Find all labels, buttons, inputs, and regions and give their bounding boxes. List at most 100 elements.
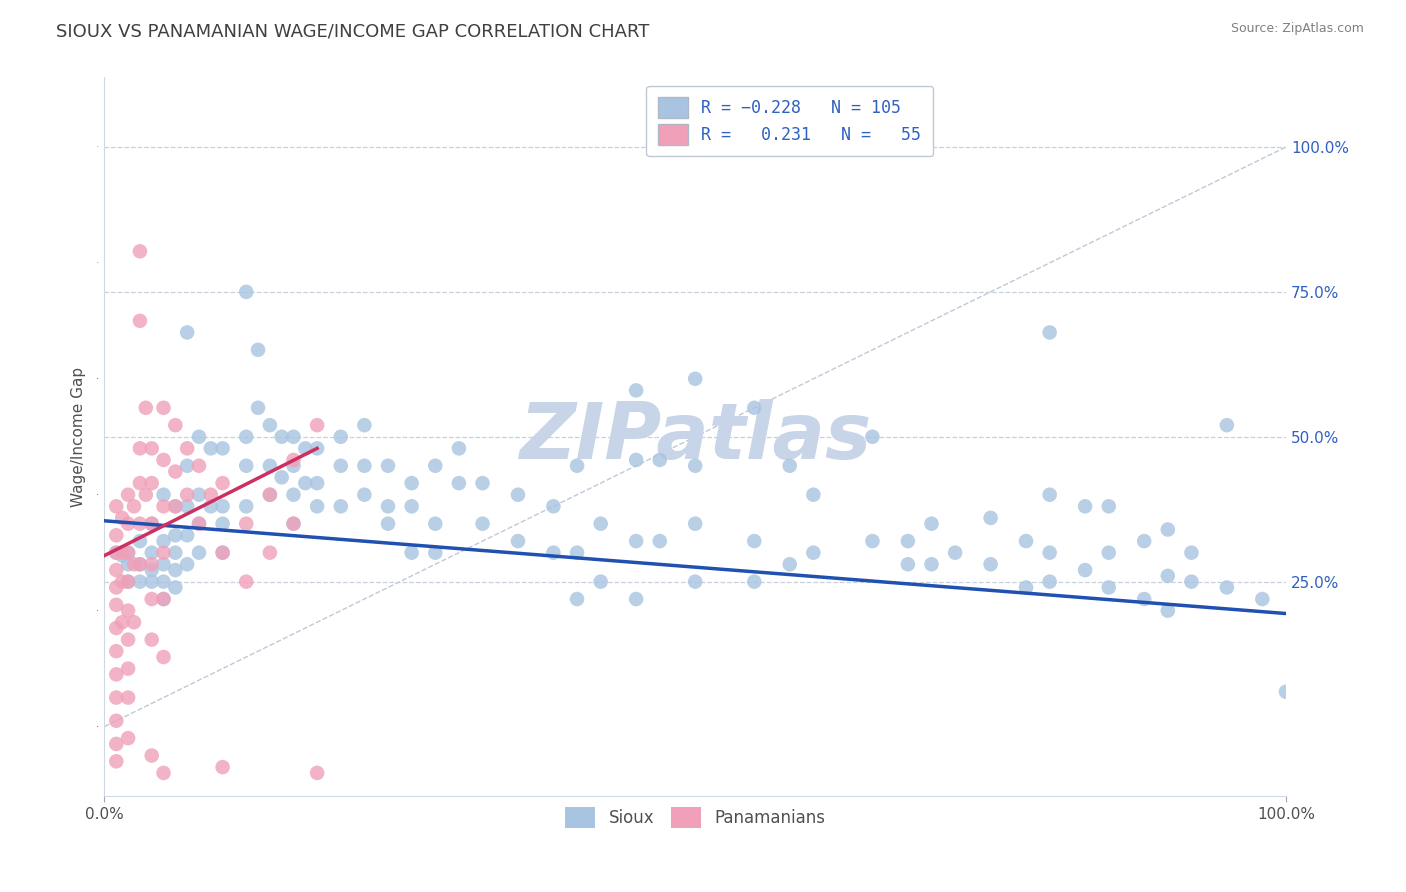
Point xyxy=(105,528,128,542)
Point xyxy=(235,500,257,514)
Point xyxy=(377,516,399,531)
Point xyxy=(165,500,187,514)
Point xyxy=(283,430,305,444)
Point xyxy=(648,453,671,467)
Point xyxy=(129,244,152,259)
Text: SIOUX VS PANAMANIAN WAGE/INCOME GAP CORRELATION CHART: SIOUX VS PANAMANIAN WAGE/INCOME GAP CORR… xyxy=(56,22,650,40)
Point xyxy=(105,581,128,595)
Point xyxy=(353,458,375,473)
Point xyxy=(543,546,565,560)
Point xyxy=(779,558,801,572)
Point xyxy=(1039,488,1062,502)
Point xyxy=(565,458,588,473)
Point xyxy=(329,430,352,444)
Point xyxy=(165,563,187,577)
Point xyxy=(111,574,134,589)
Point xyxy=(211,476,233,491)
Point xyxy=(1074,563,1097,577)
Point xyxy=(353,418,375,433)
Point xyxy=(283,516,305,531)
Point xyxy=(683,458,706,473)
Point xyxy=(506,488,529,502)
Point xyxy=(152,592,174,607)
Point xyxy=(1098,500,1121,514)
Point xyxy=(105,714,128,728)
Point xyxy=(176,528,198,542)
Point xyxy=(117,546,139,560)
Point xyxy=(897,534,920,549)
Point xyxy=(188,458,211,473)
Text: ZIPatlas: ZIPatlas xyxy=(519,399,872,475)
Point xyxy=(589,574,612,589)
Point xyxy=(235,516,257,531)
Point xyxy=(111,546,134,560)
Point xyxy=(117,632,139,647)
Point xyxy=(200,442,222,456)
Point xyxy=(152,401,174,415)
Point xyxy=(1275,685,1298,699)
Point xyxy=(283,458,305,473)
Point xyxy=(624,384,647,398)
Point xyxy=(141,476,163,491)
Point xyxy=(105,546,128,560)
Point xyxy=(1015,534,1038,549)
Point xyxy=(188,516,211,531)
Point xyxy=(129,476,152,491)
Point xyxy=(377,458,399,473)
Point xyxy=(129,558,152,572)
Point xyxy=(141,442,163,456)
Point xyxy=(117,604,139,618)
Point xyxy=(683,516,706,531)
Point xyxy=(1039,574,1062,589)
Point xyxy=(105,563,128,577)
Point xyxy=(141,632,163,647)
Point xyxy=(377,500,399,514)
Point xyxy=(742,574,765,589)
Point xyxy=(117,574,139,589)
Point xyxy=(1074,500,1097,514)
Point xyxy=(1039,326,1062,340)
Point xyxy=(117,662,139,676)
Point xyxy=(211,546,233,560)
Point xyxy=(141,563,163,577)
Point xyxy=(283,488,305,502)
Point xyxy=(141,558,163,572)
Point xyxy=(307,442,329,456)
Point xyxy=(862,534,884,549)
Point xyxy=(943,546,966,560)
Point xyxy=(188,488,211,502)
Point xyxy=(401,546,423,560)
Point xyxy=(425,458,447,473)
Point xyxy=(165,528,187,542)
Point xyxy=(105,546,128,560)
Point xyxy=(624,592,647,607)
Point xyxy=(779,458,801,473)
Point xyxy=(152,488,174,502)
Point xyxy=(270,430,292,444)
Point xyxy=(105,690,128,705)
Point xyxy=(270,470,292,484)
Point xyxy=(1251,592,1274,607)
Point xyxy=(401,476,423,491)
Point xyxy=(135,401,157,415)
Text: Source: ZipAtlas.com: Source: ZipAtlas.com xyxy=(1230,22,1364,36)
Point xyxy=(200,488,222,502)
Point xyxy=(129,574,152,589)
Point xyxy=(141,546,163,560)
Point xyxy=(105,621,128,635)
Point xyxy=(801,546,824,560)
Point xyxy=(129,314,152,328)
Point xyxy=(447,476,470,491)
Point xyxy=(283,516,305,531)
Point xyxy=(648,534,671,549)
Point xyxy=(111,511,134,525)
Point xyxy=(1180,574,1202,589)
Point xyxy=(425,546,447,560)
Point xyxy=(129,558,152,572)
Point xyxy=(152,558,174,572)
Point xyxy=(259,488,281,502)
Point xyxy=(152,453,174,467)
Point xyxy=(152,765,174,780)
Point xyxy=(543,500,565,514)
Point xyxy=(152,534,174,549)
